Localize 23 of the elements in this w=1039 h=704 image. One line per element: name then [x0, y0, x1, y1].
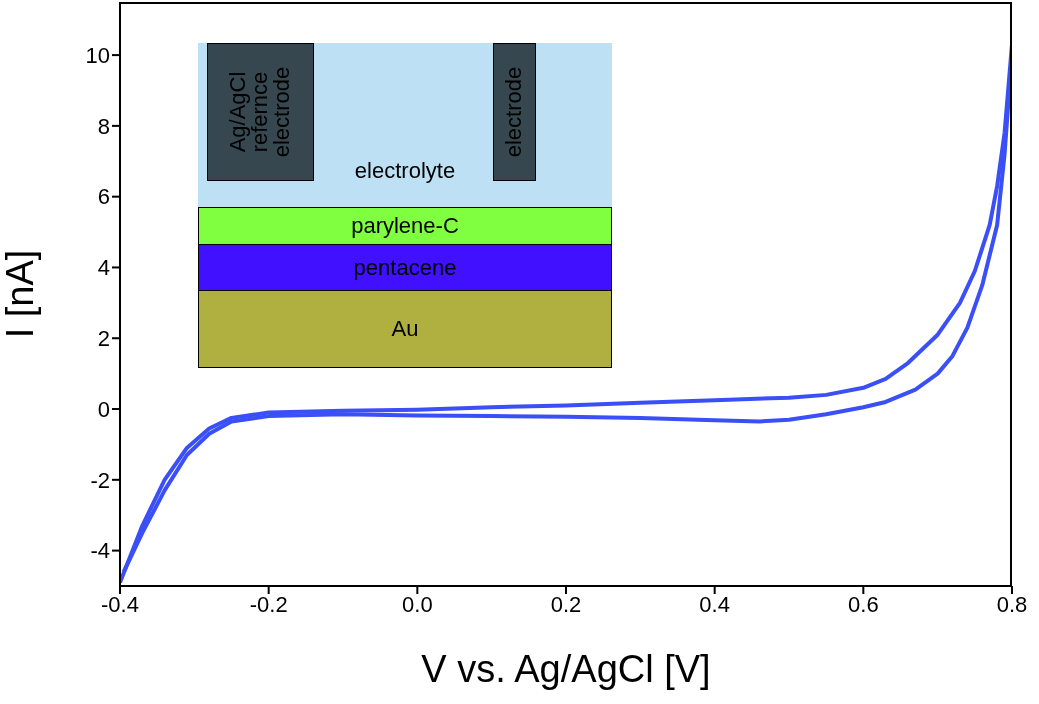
annotation: Au — [198, 290, 612, 368]
x-axis-title: V vs. Ag/AgCl [V] — [421, 648, 711, 690]
y-tick-label: 4 — [97, 255, 110, 281]
x-tick-label: 0.6 — [848, 591, 879, 617]
x-tick-label: 0.4 — [699, 591, 730, 617]
annotation: electrode — [501, 66, 527, 158]
y-tick-label: -4 — [90, 538, 110, 564]
y-axis-title: I [nA] — [0, 249, 42, 339]
x-tick-label: 0.8 — [996, 591, 1028, 617]
y-tick-label: 6 — [97, 184, 110, 210]
y-tick-label: 10 — [85, 42, 110, 68]
x-tick-label: 0.2 — [550, 591, 582, 617]
y-tick-label: 0 — [97, 396, 110, 422]
y-tick-label: 2 — [97, 326, 110, 352]
y-tick-label: 8 — [97, 113, 110, 139]
annotation: electrolyte — [353, 158, 457, 184]
annotation: parylene-C — [198, 207, 612, 245]
annotation: pentacene — [198, 244, 612, 292]
y-tick-label: -2 — [90, 467, 110, 493]
x-tick-label: -0.4 — [101, 591, 139, 617]
x-tick-label: 0.0 — [402, 591, 433, 617]
x-tick-label: -0.2 — [249, 591, 288, 617]
annotation: Ag/AgCl refernce electrode — [225, 66, 295, 158]
